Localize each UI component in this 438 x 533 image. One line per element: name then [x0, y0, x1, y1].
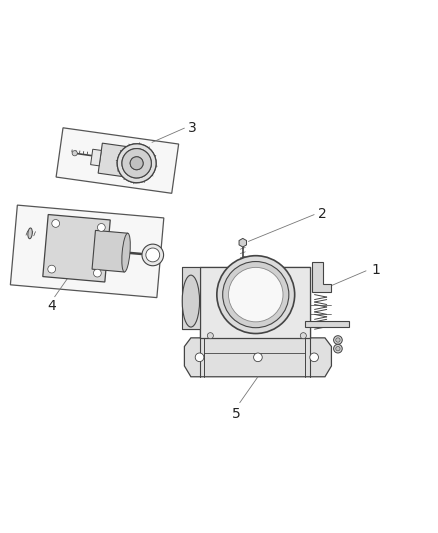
Text: 1: 1	[371, 263, 380, 277]
Circle shape	[142, 244, 163, 266]
Circle shape	[146, 248, 160, 262]
Circle shape	[217, 256, 295, 334]
Ellipse shape	[122, 149, 152, 178]
Circle shape	[336, 346, 340, 351]
Circle shape	[195, 353, 204, 361]
Ellipse shape	[122, 233, 130, 272]
Ellipse shape	[28, 228, 32, 239]
Circle shape	[207, 333, 213, 338]
Ellipse shape	[122, 149, 152, 178]
Polygon shape	[200, 266, 310, 338]
Circle shape	[310, 353, 318, 361]
Polygon shape	[239, 238, 247, 247]
Polygon shape	[184, 338, 332, 377]
Polygon shape	[312, 262, 332, 293]
Circle shape	[334, 344, 342, 353]
Circle shape	[334, 336, 342, 344]
Polygon shape	[43, 215, 110, 282]
Circle shape	[98, 223, 105, 231]
Ellipse shape	[117, 144, 156, 183]
Circle shape	[336, 338, 340, 342]
Circle shape	[223, 262, 289, 328]
Circle shape	[229, 268, 283, 322]
Circle shape	[72, 151, 78, 156]
Polygon shape	[182, 266, 200, 329]
Text: 5: 5	[232, 407, 240, 421]
Circle shape	[52, 220, 60, 228]
Text: 3: 3	[188, 120, 197, 135]
Circle shape	[48, 265, 56, 273]
Polygon shape	[56, 128, 179, 193]
Ellipse shape	[130, 157, 143, 169]
Polygon shape	[305, 320, 349, 327]
Text: 2: 2	[318, 207, 326, 221]
Text: 4: 4	[47, 300, 56, 313]
Polygon shape	[106, 236, 126, 268]
Ellipse shape	[182, 275, 200, 327]
Circle shape	[254, 353, 262, 361]
Polygon shape	[91, 149, 101, 166]
Polygon shape	[11, 205, 164, 297]
Polygon shape	[92, 230, 128, 272]
Polygon shape	[98, 143, 139, 178]
Circle shape	[93, 269, 101, 277]
Ellipse shape	[117, 144, 156, 183]
Ellipse shape	[130, 157, 143, 169]
Circle shape	[300, 333, 306, 338]
